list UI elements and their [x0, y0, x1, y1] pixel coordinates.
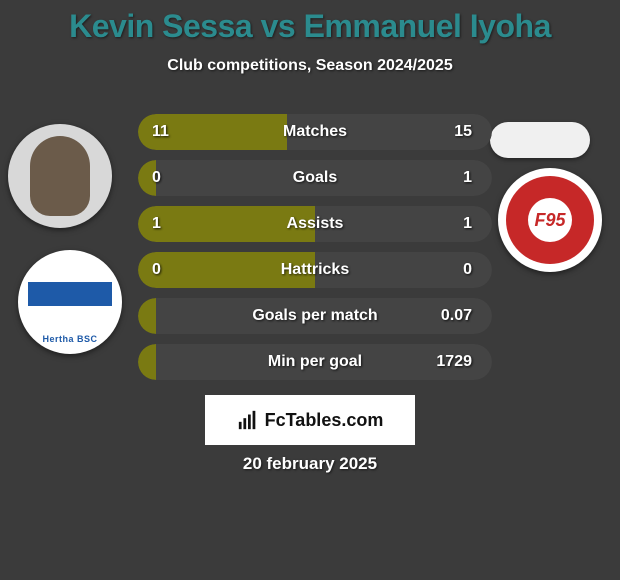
subtitle: Club competitions, Season 2024/2025	[0, 57, 620, 75]
stat-value-left: 0	[152, 160, 161, 196]
stat-value-left: 11	[152, 114, 169, 150]
stat-label: Matches	[138, 114, 492, 150]
branding-box: FcTables.com	[205, 395, 415, 445]
chart-icon	[237, 409, 259, 431]
stat-row: Assists1 1	[0, 206, 620, 252]
stat-row: Goals0 1	[0, 160, 620, 206]
stat-label: Hattricks	[138, 252, 492, 288]
stat-value-right: 0.07	[441, 298, 472, 334]
stat-value-right: 0	[463, 252, 472, 288]
stat-value-right: 1	[463, 160, 472, 196]
stat-label: Assists	[138, 206, 492, 242]
stat-row: Goals per match0.07	[0, 298, 620, 344]
date-text: 20 february 2025	[0, 454, 620, 474]
stat-value-left: 0	[152, 252, 161, 288]
branding-text: FcTables.com	[265, 410, 384, 431]
stat-label: Goals	[138, 160, 492, 196]
stats-area: Matches1115Goals01Assists11Hattricks00Go…	[0, 114, 620, 390]
stat-value-right: 1729	[436, 344, 472, 380]
stat-value-left: 1	[152, 206, 161, 242]
stat-row: Min per goal1729	[0, 344, 620, 390]
stat-row: Matches11 15	[0, 114, 620, 160]
stat-value-right: 1	[463, 206, 472, 242]
stat-value-right: 15	[454, 114, 472, 150]
comparison-card: Kevin Sessa vs Emmanuel Iyoha Club compe…	[0, 0, 620, 580]
page-title: Kevin Sessa vs Emmanuel Iyoha	[0, 0, 620, 45]
stat-label: Goals per match	[138, 298, 492, 334]
stat-row: Hattricks0 0	[0, 252, 620, 298]
